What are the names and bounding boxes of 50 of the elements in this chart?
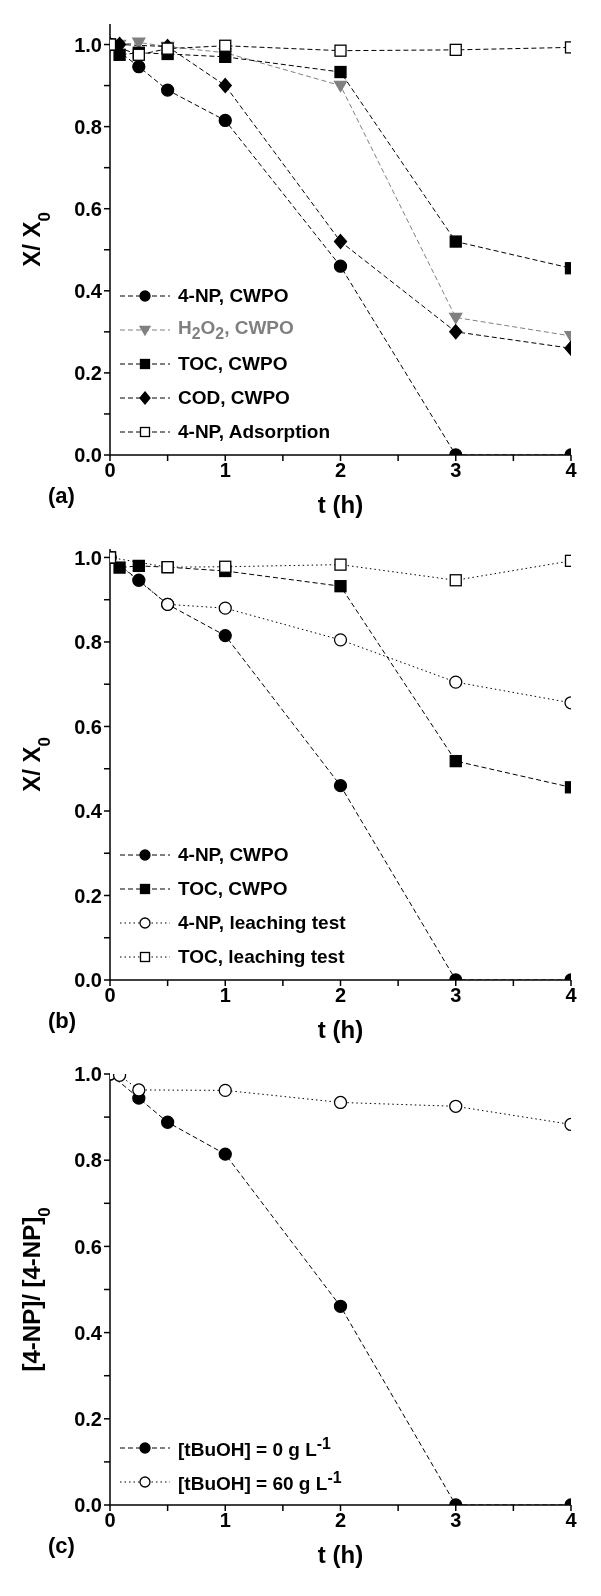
legend-label: 4-NP, CWPO (178, 844, 289, 866)
legend-label: 4-NP, CWPO (178, 285, 289, 307)
y-tick-label: 1.0 (74, 33, 102, 56)
x-tick-label: 0 (104, 1509, 116, 1532)
legend-label: [tBuOH] = 0 g L$^{-1}$ (178, 1434, 331, 1462)
y-tick-label: 0.6 (74, 197, 102, 220)
x-tick-label: 0 (104, 459, 116, 482)
legend-label: COD, CWPO (178, 387, 290, 409)
y-tick-label: 0.0 (74, 1494, 102, 1517)
y-tick-label: 0.6 (74, 715, 102, 738)
y-tick-label: 0.8 (74, 1149, 102, 1172)
legend-label: TOC, CWPO (178, 878, 288, 900)
x-tick-label: 2 (334, 459, 347, 482)
text: (a) (48, 483, 75, 509)
y-tick-label: 0.4 (74, 800, 103, 823)
x-axis-title: t (h) (317, 491, 364, 518)
x-tick-label: 1 (219, 459, 231, 482)
y-tick-label: 0.4 (74, 1321, 103, 1344)
x-axis-title: t (h) (317, 1016, 364, 1043)
x-axis-title: t (h) (317, 1541, 364, 1568)
legend-label: 4-NP, leaching test (178, 912, 346, 934)
y-tick-label: 0.6 (74, 1235, 102, 1258)
text: (b) (48, 1008, 77, 1034)
legend-label: 4-NP, Adsorption (178, 421, 331, 443)
y-tick-label: 0.2 (74, 1407, 102, 1430)
x-tick-label: 3 (450, 459, 462, 482)
legend-label: [tBuOH] = 60 g L$^{-1}$ (178, 1468, 342, 1496)
x-tick-label: 2 (334, 984, 347, 1007)
legend-label: TOC, leaching test (178, 946, 345, 968)
y-tick-label: 0.4 (74, 279, 103, 302)
x-tick-label: 3 (450, 984, 462, 1007)
y-tick-label: 0.2 (74, 362, 102, 384)
y-tick-label: 0.0 (74, 444, 102, 467)
x-tick-label: 3 (450, 1509, 462, 1532)
x-tick-label: 0 (104, 984, 116, 1007)
legend-label: TOC, CWPO (178, 353, 288, 375)
y-tick-label: 0.8 (74, 115, 102, 138)
legend-label: H$_{2}$O$_{2}$, CWPO (178, 317, 294, 343)
x-tick-label: 4 (565, 459, 578, 482)
y-tick-label: 0.8 (74, 631, 102, 654)
x-tick-label: 1 (219, 1509, 231, 1532)
x-tick-label: 1 (219, 984, 231, 1007)
x-tick-label: 4 (565, 1509, 578, 1532)
y-tick-label: 1.0 (74, 546, 102, 569)
y-tick-label: 1.0 (74, 1063, 102, 1086)
y-tick-label: 0.0 (74, 969, 102, 992)
text: (c) (48, 1533, 75, 1559)
x-tick-label: 4 (565, 984, 578, 1007)
x-tick-label: 2 (334, 1509, 347, 1532)
y-tick-label: 0.2 (74, 884, 102, 907)
